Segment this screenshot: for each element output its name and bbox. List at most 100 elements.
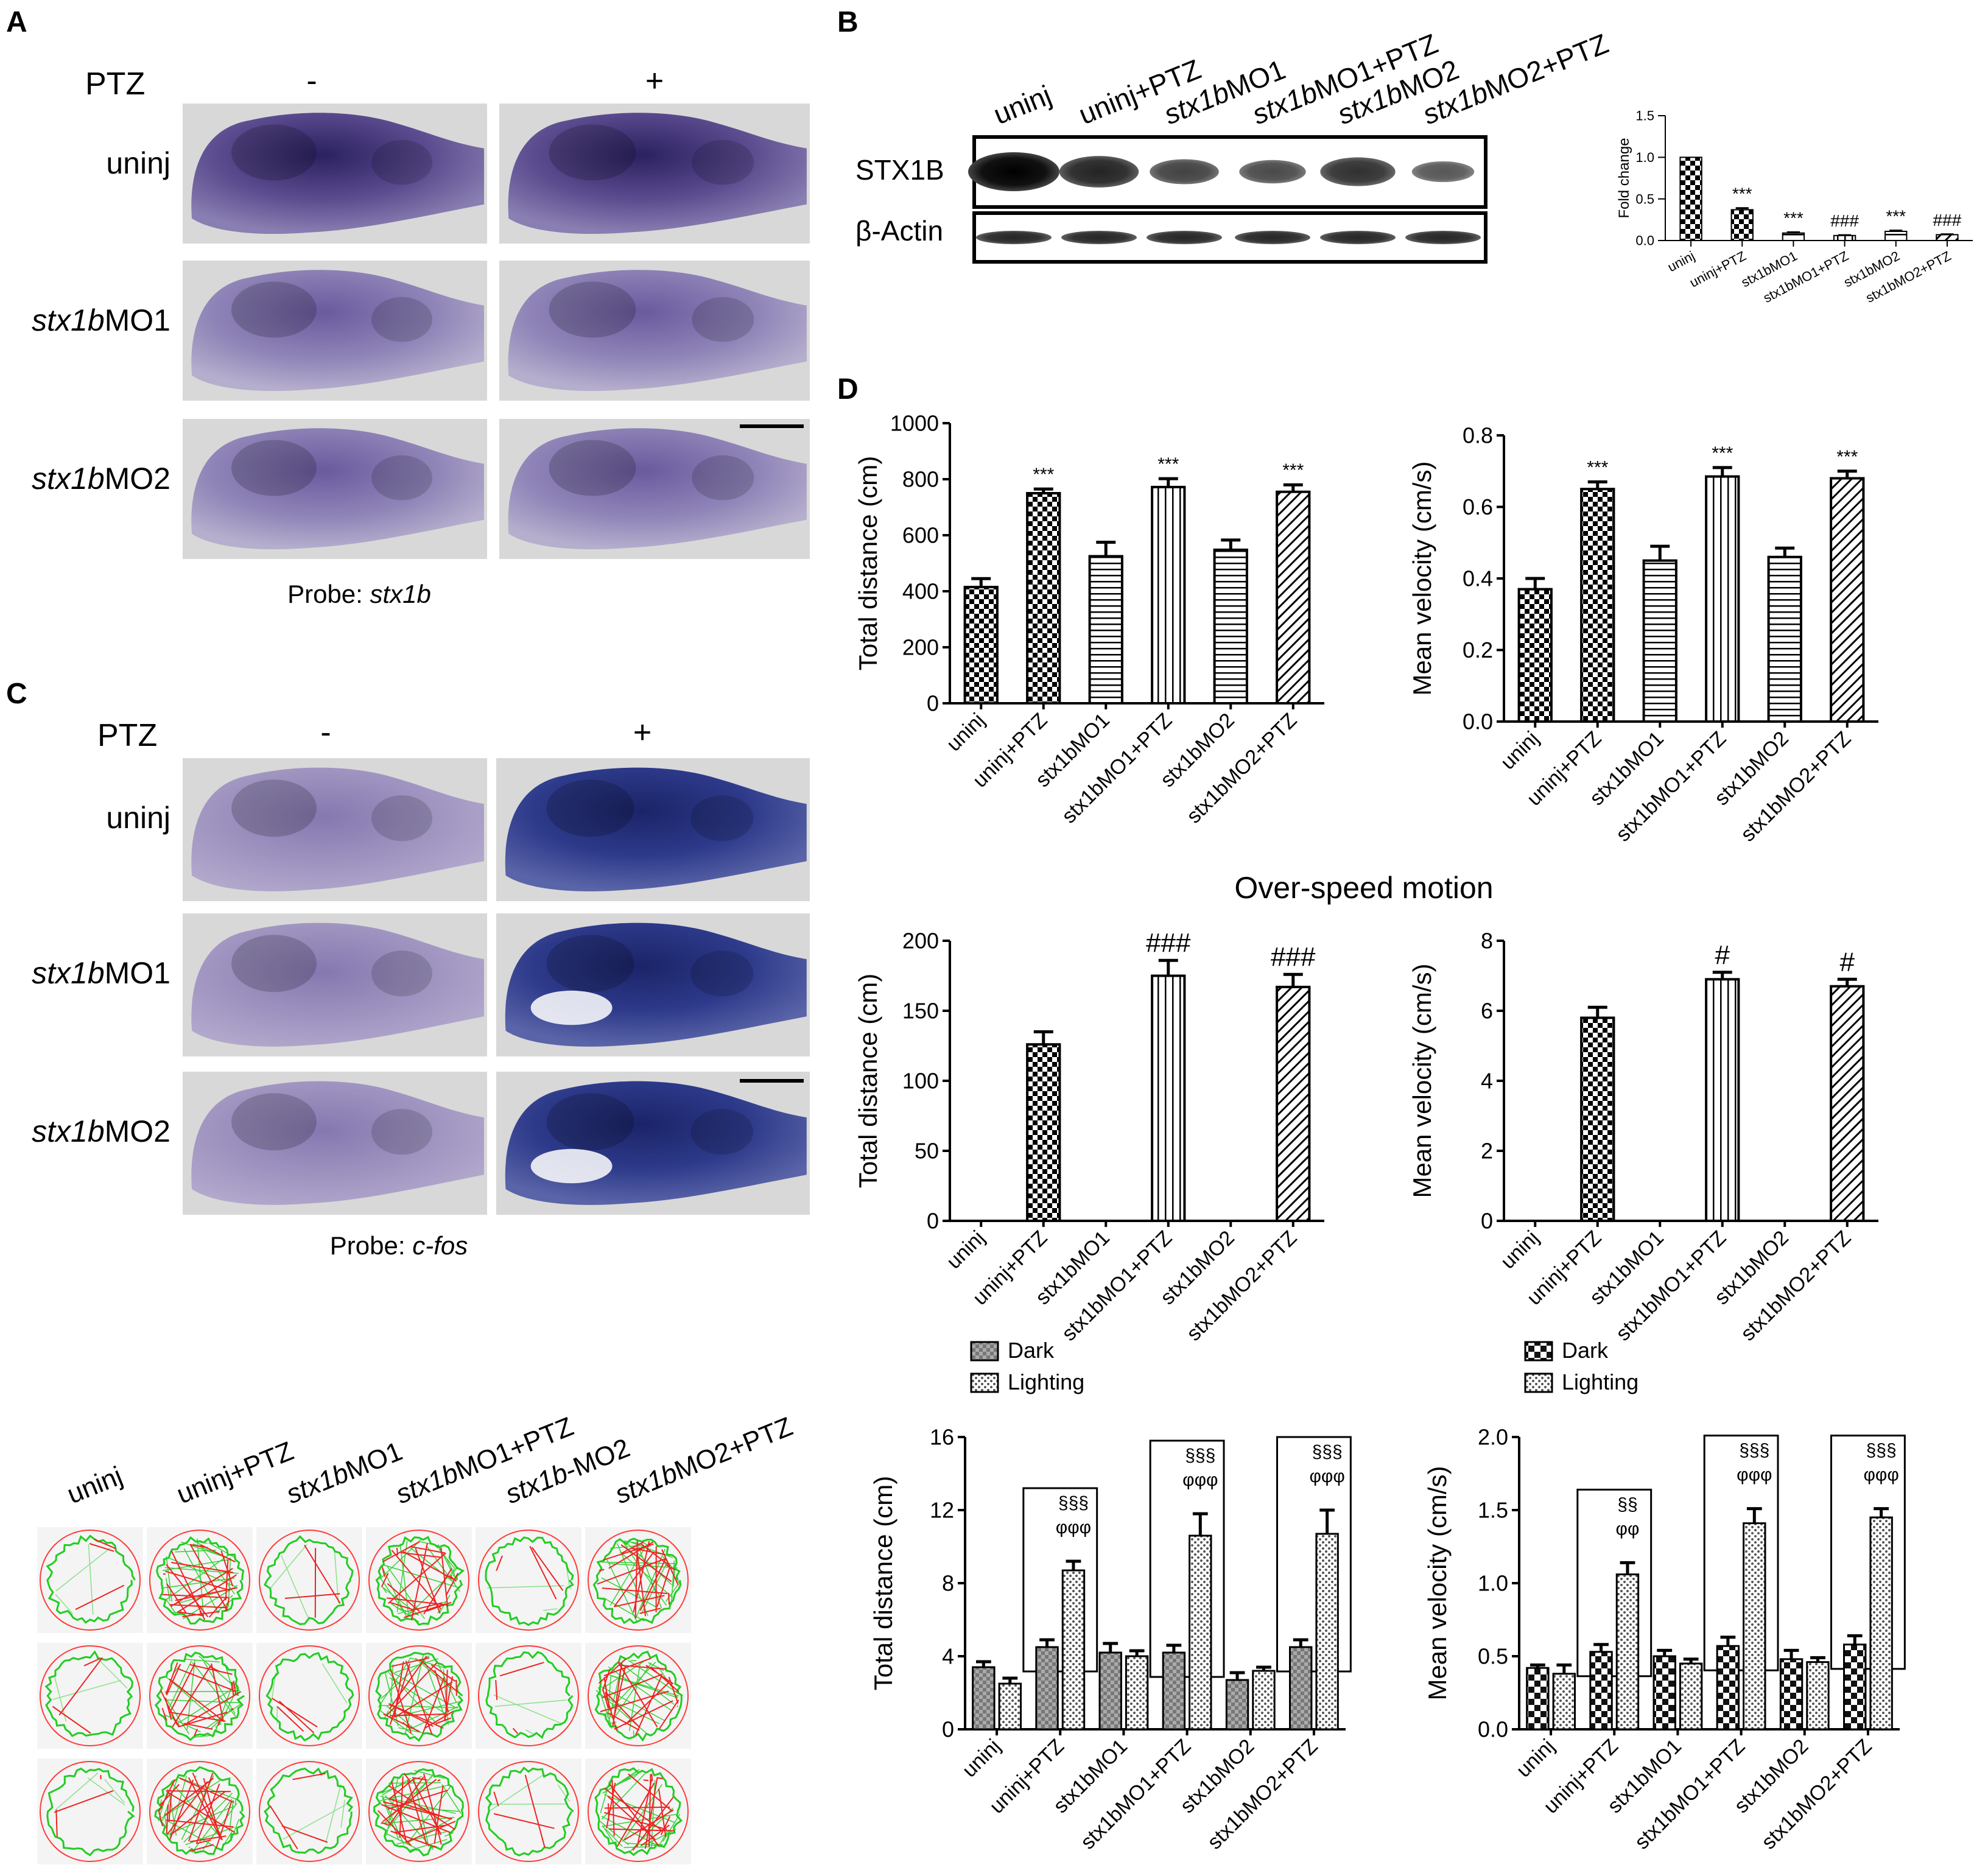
row-label-italic: stx1b: [32, 956, 105, 990]
x-tick-label: stx1bMO1+PTZ: [1630, 1735, 1749, 1854]
actin-band: [1061, 231, 1137, 244]
track-path-slow: [592, 1537, 682, 1625]
x-tick-label: uninj: [942, 709, 989, 756]
panel-label-c: C: [6, 678, 27, 710]
specimen: [508, 113, 807, 234]
significance-label: ***: [1732, 184, 1752, 203]
x-tick-label: stx1bMO2+PTZ: [1182, 1226, 1302, 1346]
bar-dark: [972, 1666, 996, 1731]
y-tick-label: 0.0: [1463, 709, 1493, 734]
track-background: [476, 1527, 581, 1633]
x-tick-label: uninj: [1496, 1226, 1544, 1274]
track-path-fast: [284, 1544, 341, 1618]
y-tick-label: 0.2: [1463, 638, 1493, 662]
arena-ring: [368, 1761, 469, 1862]
significance-label: ***: [1157, 454, 1179, 474]
bar-lighting: [1252, 1670, 1276, 1731]
bar-lighting: [1315, 1533, 1339, 1731]
actin-band: [1147, 231, 1222, 244]
arena-ring: [259, 1645, 360, 1746]
arena-ring: [40, 1761, 141, 1862]
ptz-minus: -: [320, 715, 331, 750]
significance-label: ###: [1830, 211, 1859, 230]
bar-dark: [1162, 1651, 1186, 1731]
x-tick-label: stx1bMO1+PTZ: [1076, 1735, 1195, 1854]
ptz-label: PTZ: [85, 66, 145, 102]
significance-label: #: [1840, 947, 1855, 977]
legend-swatch: [1524, 1341, 1553, 1362]
track-path-fast: [599, 1657, 680, 1735]
bar: [1705, 475, 1740, 723]
arena-ring: [40, 1645, 141, 1746]
bar: [1580, 1016, 1615, 1222]
y-tick-label: 1000: [890, 411, 939, 436]
track-background: [476, 1643, 581, 1749]
track-path-slow: [156, 1536, 245, 1625]
legend-swatch: [970, 1341, 999, 1362]
specimen-lobe: [231, 281, 317, 338]
track-path-cross: [269, 1544, 339, 1618]
specimen: [191, 113, 484, 234]
significance-label: ***: [1836, 447, 1858, 467]
track-path-slow: [485, 1651, 574, 1739]
track-plot: [585, 1527, 691, 1633]
row-label-italic: stx1b: [32, 462, 105, 496]
bar: [1580, 488, 1615, 723]
track-plot: [476, 1643, 581, 1749]
probe-label: Probe: c-fos: [330, 1231, 468, 1260]
significance-label: ###: [1146, 928, 1191, 958]
specimen-lobe: [546, 779, 634, 837]
y-tick-label: 50: [915, 1139, 939, 1164]
legend-swatch: [970, 1372, 999, 1393]
actin-band: [1235, 231, 1310, 244]
significance-label: §§§: [1185, 1446, 1215, 1466]
y-tick-label: 4: [942, 1644, 954, 1669]
track-plot: [256, 1527, 362, 1633]
group-label-italic: stx1b: [611, 1458, 681, 1509]
x-tick-label: uninj: [1665, 248, 1698, 275]
specimen-lobe: [690, 1109, 754, 1155]
arena-ring: [478, 1530, 579, 1631]
track-path-slow: [485, 1536, 574, 1626]
specimen-lobe: [546, 935, 634, 993]
lane-label: uninj: [989, 79, 1056, 131]
track-path-cross: [488, 1774, 571, 1812]
bar: [1026, 1043, 1061, 1222]
group-label-italic: stx1b: [392, 1458, 462, 1509]
track-path-cross: [486, 1562, 571, 1611]
bar-lighting: [998, 1682, 1022, 1731]
track-path-fast: [381, 1541, 458, 1620]
track-plot: [585, 1643, 691, 1749]
track-path-fast: [162, 1544, 237, 1620]
bar-lighting: [1189, 1534, 1212, 1731]
row-label-rest: uninj: [106, 801, 170, 835]
specimen: [191, 767, 484, 891]
chart-d1-dist: 0 200 400 600 800 1000 Total distance (cm) unin…: [854, 411, 1324, 828]
stx1b-band: [1239, 160, 1306, 184]
significance-label: φφφ: [1309, 1466, 1344, 1486]
significance-label: §§§: [1866, 1441, 1897, 1461]
significance-box: [1149, 1439, 1225, 1678]
group-label: uninj+PTZ: [172, 1436, 297, 1509]
arena-ring: [149, 1761, 250, 1862]
panel-b: uninj uninj+PTZstx1bMO1stx1bMO1+PTZstx1bM…: [855, 27, 1613, 264]
track-background: [476, 1759, 581, 1864]
bar-dark: [1225, 1679, 1249, 1731]
y-tick-label: 0: [927, 691, 939, 716]
specimen-lobe: [549, 124, 636, 181]
stx1b-band: [1411, 161, 1475, 183]
specimen-lobe: [690, 795, 754, 842]
track-path-cross: [55, 1544, 110, 1615]
x-tick-label: stx1bMO2+PTZ: [1863, 248, 1953, 306]
bar-dark: [1716, 1645, 1740, 1731]
ish-image-plus: [496, 913, 810, 1056]
y-axis-label: Mean velocity (cm/s): [1408, 963, 1436, 1198]
bar: [1830, 477, 1865, 723]
legend-label: Lighting: [1562, 1369, 1639, 1394]
specimen-lobe: [549, 440, 636, 496]
bar: [1936, 234, 1959, 241]
arena-ring: [588, 1761, 689, 1862]
track-path-slow: [44, 1650, 134, 1737]
x-tick-label: uninj: [942, 1226, 989, 1274]
